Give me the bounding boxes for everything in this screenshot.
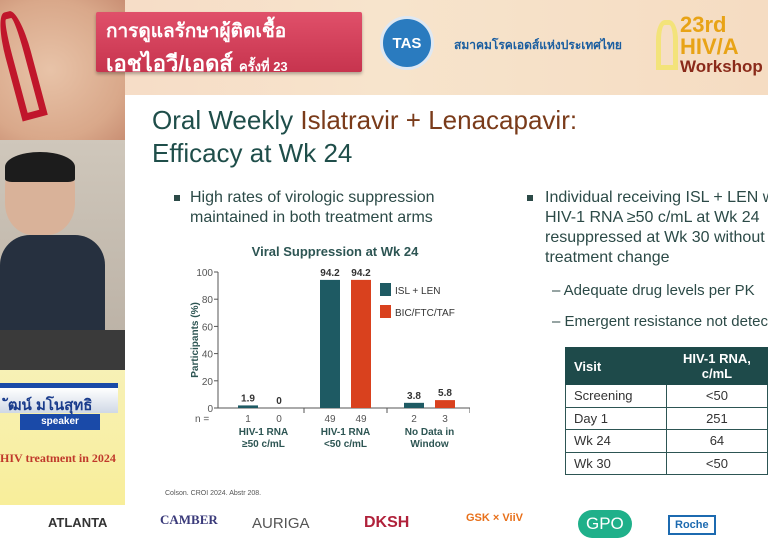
data-label: 0 <box>276 396 282 407</box>
bullet-2-line: treatment change <box>545 249 670 266</box>
sub-bullet-2: – Emergent resistance not detected <box>552 313 768 330</box>
sponsor-atlanta: ATLANTA <box>48 515 108 530</box>
y-tick-label: 20 <box>202 377 214 388</box>
table-row: Screening <50 <box>565 384 768 408</box>
y-tick-label: 40 <box>202 350 214 361</box>
workshop-label: Workshop <box>680 57 763 76</box>
y-tick-label: 60 <box>202 322 214 333</box>
data-label: 94.2 <box>351 268 371 279</box>
viral-suppression-chart: Viral Suppression at Wk 24020406080100Pa… <box>190 244 470 450</box>
bar <box>404 402 424 408</box>
title-line2: Efficacy at Wk 24 <box>152 137 353 168</box>
n-value: 1 <box>245 414 251 425</box>
workshop-number: 23rd HIV/A <box>680 12 739 59</box>
n-value: 2 <box>411 414 417 425</box>
bullet-1: High rates of virologic suppression main… <box>190 189 435 226</box>
table-cell: 64 <box>665 429 768 453</box>
speaker-role: speaker <box>20 414 100 430</box>
event-title: การดูแลรักษาผู้ติดเชื้อ เอชไอวี/เอดส์ คร… <box>96 12 362 76</box>
speaker-suit <box>0 235 105 335</box>
category-label: ≥50 c/mL <box>242 439 285 450</box>
table-row: Wk 24 64 <box>565 429 768 453</box>
table-cell: Screening <box>565 384 667 408</box>
bar <box>351 279 371 408</box>
legend-swatch <box>380 305 391 318</box>
y-tick-label: 80 <box>202 295 214 306</box>
table-row: Day 1 251 <box>565 406 768 430</box>
legend-swatch <box>380 283 391 296</box>
speaker-name: ัฒน์ มโนสุทธิ <box>0 383 118 414</box>
event-title-line1: การดูแลรักษาผู้ติดเชื้อ <box>106 21 287 42</box>
category-label: Window <box>410 439 448 450</box>
n-value: 49 <box>355 414 367 425</box>
sponsor-auriga: AURIGA <box>252 515 310 532</box>
bar <box>320 279 340 408</box>
category-label: HIV-1 RNA <box>321 427 370 438</box>
legend-label: ISL + LEN <box>395 286 441 297</box>
yellow-ribbon-icon <box>656 20 678 70</box>
bullet-2: Individual receiving ISL + LEN with HIV-… <box>545 188 768 268</box>
slide-title: Oral Weekly Islatravir + Lenacapavir: Ef… <box>152 104 577 169</box>
data-label: 3.8 <box>407 391 421 402</box>
n-value: 49 <box>324 414 336 425</box>
y-axis-label: Participants (%) <box>190 302 201 378</box>
legend-label: BIC/FTC/TAF <box>395 308 455 319</box>
table-cell: Day 1 <box>565 406 667 430</box>
sponsor-camber: CAMBER <box>160 512 218 527</box>
bullet-2-line: HIV-1 RNA ≥50 c/mL at Wk 24 <box>545 209 760 226</box>
data-label: 94.2 <box>320 268 340 279</box>
event-edition: ครั้งที่ 23 <box>238 59 288 74</box>
workshop-logo: 23rd HIV/A Workshop <box>680 12 768 76</box>
sponsor-strip <box>0 505 768 548</box>
citation: Colson. CROI 2024. Abstr 208. <box>165 490 262 497</box>
data-label: 5.8 <box>438 388 452 399</box>
sponsor-dksh: DKSH <box>364 514 410 531</box>
y-tick-label: 0 <box>207 404 213 415</box>
n-value: 0 <box>276 414 282 425</box>
sub-bullet-1: – Adequate drug levels per PK <box>552 282 755 299</box>
table-header: HIV-1 RNA, c/mL <box>665 347 768 385</box>
chart-title: Viral Suppression at Wk 24 <box>252 244 419 259</box>
bullet-2-line: resuppressed at Wk 30 without <box>545 229 765 246</box>
y-tick-label: 100 <box>196 268 213 279</box>
table-cell: Wk 24 <box>565 429 667 453</box>
sponsor-gpo: GPO <box>578 510 632 538</box>
table-cell: Wk 30 <box>565 451 667 475</box>
table-cell: <50 <box>665 384 768 408</box>
podium <box>0 330 125 370</box>
tas-logo: TAS <box>380 16 434 70</box>
category-label: <50 c/mL <box>324 439 367 450</box>
bullet-icon <box>174 195 180 201</box>
sponsor-roche: Roche <box>668 515 716 535</box>
society-name: สมาคมโรคเอดส์แห่งประเทศไทย <box>454 38 622 52</box>
bar <box>435 400 455 408</box>
table-cell: <50 <box>665 451 768 475</box>
bullet-2-line: Individual receiving ISL + LEN with <box>545 189 768 206</box>
n-label: n = <box>195 414 209 425</box>
bar <box>238 405 258 408</box>
data-label: 1.9 <box>241 393 255 404</box>
n-value: 3 <box>442 414 448 425</box>
table-row: Wk 30 <50 <box>565 451 768 475</box>
sponsor-gsk-viiv: GSK × ViiV <box>466 512 523 524</box>
title-part: Oral Weekly <box>152 105 301 135</box>
title-highlight: Islatravir + Lenacapavir: <box>300 105 578 135</box>
category-label: HIV-1 RNA <box>239 427 288 438</box>
table-header: Visit <box>565 347 667 385</box>
category-label: No Data in <box>405 427 454 438</box>
event-title-line2: เอชไอวี/เอดส์ <box>106 51 233 76</box>
speaker-hair <box>5 152 75 182</box>
table-cell: 251 <box>665 406 768 430</box>
talk-topic: HIV treatment in 2024 <box>0 451 116 465</box>
bullet-icon <box>527 195 533 201</box>
